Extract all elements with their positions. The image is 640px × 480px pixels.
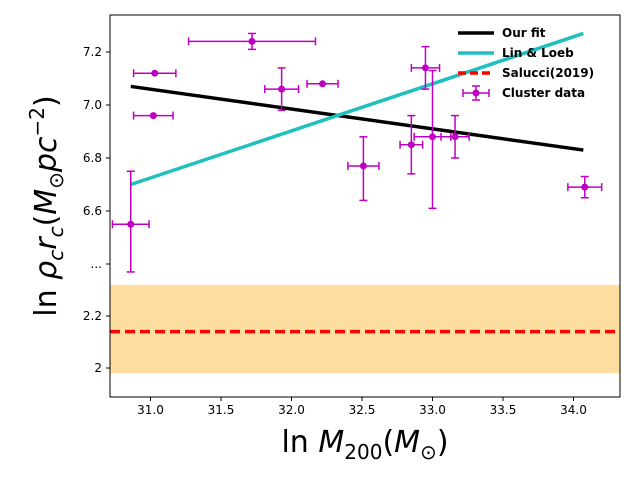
cluster-point-3 (132, 111, 174, 120)
cluster-point-9 (410, 45, 441, 90)
data-point (581, 183, 589, 191)
cluster-point-4 (187, 32, 317, 51)
data-point (451, 133, 459, 141)
cluster-point-10 (413, 69, 452, 210)
cluster-point-7 (347, 136, 380, 202)
cluster-point-11 (440, 114, 470, 159)
y-axis: 6.6 6.8 7.0 7.2 2 2.2... (83, 45, 110, 375)
data-point (149, 112, 157, 120)
cluster-point-1 (111, 170, 150, 273)
x-tick-label: 34.0 (560, 403, 587, 417)
legend-label-salucci: Salucci(2019) (502, 66, 594, 80)
y-tick-label: 2.2 (83, 309, 102, 323)
cluster-point-6 (306, 79, 339, 88)
y-axis-break-label: ... (91, 257, 102, 271)
cluster-point-5 (263, 67, 300, 112)
cluster-point-8 (399, 114, 424, 175)
y-tick-label: 2 (94, 361, 102, 375)
data-point (151, 69, 159, 77)
data-point (359, 162, 367, 170)
y-tick-label: 6.6 (83, 204, 102, 218)
band-rect (110, 284, 620, 374)
x-axis: 31.0 31.5 32.0 32.5 33.0 33.5 34.0 (137, 397, 587, 417)
plot-frame (109, 14, 621, 398)
legend-swatch-cluster-data (462, 85, 490, 101)
x-tick-label: 33.0 (419, 403, 446, 417)
x-axis-label: ln M200(M⊙) (281, 425, 448, 464)
x-tick-label: 32.0 (278, 403, 305, 417)
y-tick-label: 6.8 (83, 151, 102, 165)
data-point (127, 220, 135, 228)
y-tick-label: 7.2 (83, 45, 102, 59)
cluster-point-2 (132, 69, 177, 78)
data-point (421, 64, 429, 72)
x-tick-label: 31.5 (208, 403, 235, 417)
legend-label-cluster-data: Cluster data (502, 86, 585, 100)
our-fit-line (130, 84, 584, 152)
x-tick-label: 33.5 (490, 403, 517, 417)
cluster-point-12 (567, 175, 603, 199)
cluster-data-points (111, 32, 603, 273)
y-tick-label: 7.0 (83, 98, 102, 112)
legend-label-our-fit: Our fit (502, 26, 546, 40)
data-point (248, 37, 256, 45)
legend-label-lin-loeb: Lin & Loeb (502, 46, 574, 60)
data-point (429, 133, 436, 141)
lin-loeb-line (130, 31, 584, 187)
data-point (407, 141, 415, 149)
legend: Our fit Lin & Loeb Salucci(2019) Cluster… (458, 26, 594, 101)
y-axis-label: ln ρcrc(M⊙pc−2) (25, 95, 68, 316)
data-point (319, 80, 327, 88)
data-point (278, 85, 286, 93)
x-tick-label: 31.0 (137, 403, 164, 417)
x-tick-label: 32.5 (349, 403, 376, 417)
